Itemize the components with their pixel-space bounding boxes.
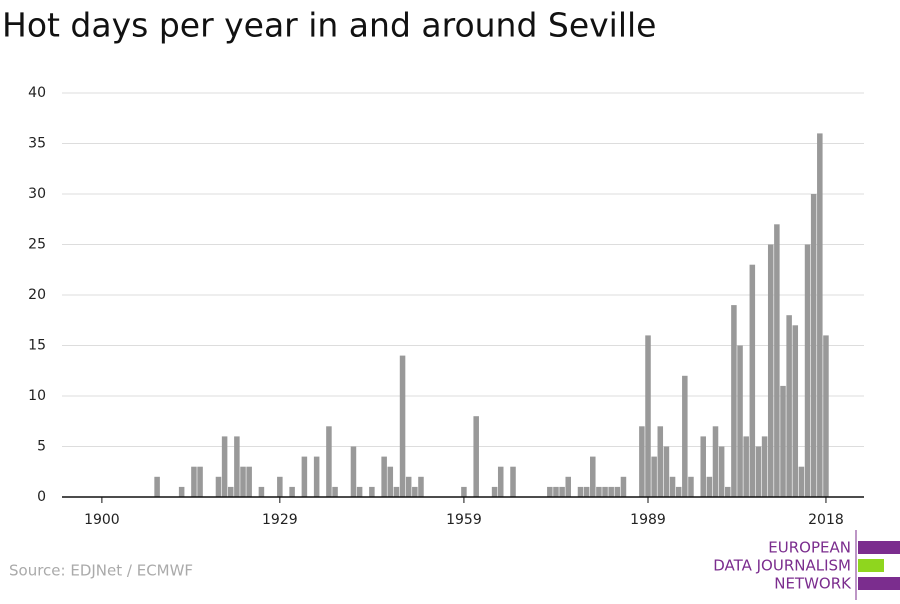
bar	[774, 224, 780, 498]
bar	[234, 436, 240, 497]
bar	[817, 133, 823, 497]
bar	[565, 476, 571, 497]
bar	[786, 315, 792, 497]
bar	[197, 466, 203, 497]
bar	[350, 446, 357, 497]
bar	[590, 456, 596, 497]
logo-bar	[858, 559, 884, 572]
bar	[608, 486, 614, 497]
chart-title: Hot days per year in and around Seville	[2, 6, 657, 45]
bar	[215, 476, 222, 497]
bar	[553, 486, 559, 497]
bar	[412, 486, 418, 497]
bar	[577, 486, 584, 497]
bar	[620, 476, 627, 497]
logo-text: DATA JOURNALISM	[713, 557, 851, 575]
bar	[227, 486, 234, 497]
bar	[780, 385, 786, 497]
bar	[725, 486, 731, 497]
bar	[761, 436, 768, 497]
logo-bar	[858, 577, 900, 590]
bar	[191, 466, 197, 497]
bar	[718, 446, 725, 497]
logo-text: EUROPEAN	[768, 539, 851, 557]
bar	[497, 466, 504, 497]
bar	[700, 436, 706, 497]
bar	[154, 476, 160, 497]
bar	[792, 325, 799, 497]
bar	[277, 476, 283, 497]
bar	[418, 476, 424, 497]
bar	[356, 486, 363, 497]
y-tick-label: 20	[28, 287, 46, 303]
bar	[602, 486, 608, 497]
bar	[731, 305, 737, 497]
bar	[301, 456, 308, 497]
bar	[596, 486, 602, 497]
bar	[614, 486, 621, 497]
bar	[798, 466, 805, 497]
bar	[767, 244, 774, 497]
y-tick-label: 40	[28, 85, 46, 101]
y-tick-label: 30	[28, 186, 46, 202]
bar	[399, 355, 406, 497]
bar	[651, 456, 657, 497]
bar	[688, 476, 694, 497]
source: Source: EDJNet / ECMWF	[9, 562, 193, 580]
bar	[706, 476, 713, 497]
bar	[583, 486, 590, 497]
bar	[258, 486, 265, 497]
y-tick-label: 10	[28, 388, 46, 404]
bar	[755, 446, 762, 497]
y-tick-label: 25	[28, 237, 46, 253]
bar	[810, 194, 817, 497]
bar	[510, 466, 516, 497]
bar	[491, 486, 498, 497]
bar	[559, 486, 565, 497]
bar	[461, 486, 467, 497]
bar	[289, 486, 295, 497]
bar	[178, 486, 185, 497]
y-tick-label: 0	[37, 489, 46, 505]
bar	[326, 426, 332, 497]
bar	[663, 446, 670, 497]
bar	[639, 426, 645, 497]
y-tick-label: 35	[28, 136, 46, 152]
bar	[823, 335, 829, 497]
bar	[804, 244, 811, 497]
x-tick-label: 1929	[262, 512, 298, 528]
x-tick-label: 1959	[446, 512, 482, 528]
bar	[332, 486, 338, 497]
bar	[381, 456, 387, 497]
bar	[749, 264, 756, 497]
bar	[675, 486, 682, 497]
logo-text: NETWORK	[774, 575, 852, 593]
x-tick-label: 1900	[84, 512, 120, 528]
bar	[682, 375, 688, 497]
bar	[246, 466, 252, 497]
bar	[473, 416, 479, 497]
bar	[737, 345, 743, 497]
y-tick-label: 5	[37, 439, 46, 455]
x-tick-label: 1989	[630, 512, 666, 528]
bar	[405, 476, 412, 497]
bar	[369, 486, 375, 497]
x-tick-label: 2018	[808, 512, 844, 528]
bar	[657, 426, 664, 497]
bar	[669, 476, 676, 497]
bar	[393, 486, 400, 497]
bar	[221, 436, 228, 497]
bar	[743, 436, 749, 497]
logo-bar	[858, 541, 900, 554]
bar	[240, 466, 246, 497]
bar	[547, 486, 553, 497]
bar	[313, 456, 320, 497]
bar	[712, 426, 719, 497]
y-tick-label: 15	[28, 338, 46, 354]
bar	[645, 335, 651, 497]
bar	[387, 466, 394, 497]
